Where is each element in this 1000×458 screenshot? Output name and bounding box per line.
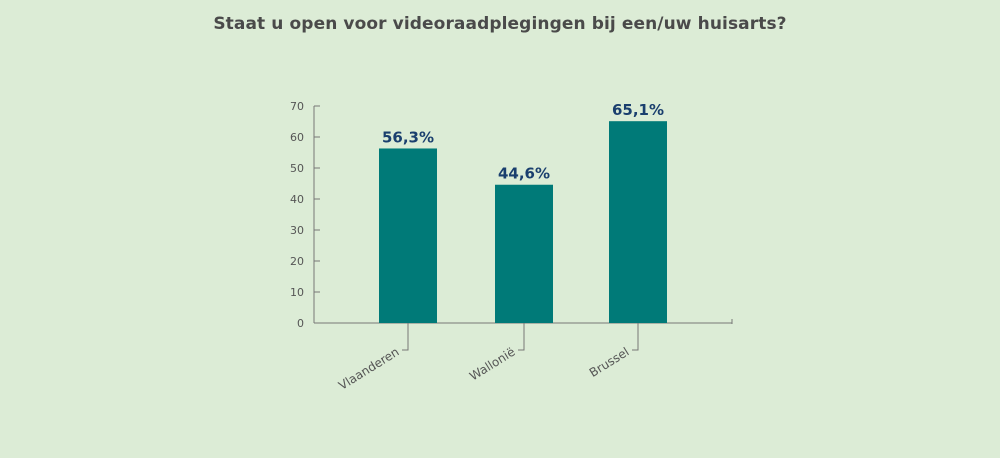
y-tick-label-10: 10	[290, 286, 304, 299]
y-tick-label-40: 40	[290, 193, 304, 206]
bars-group	[379, 121, 667, 323]
category-label-vlaanderen: Vlaanderen	[336, 345, 402, 393]
data-label-brussel: 65,1%	[612, 101, 664, 119]
data-label-walloni-: 44,6%	[498, 165, 550, 183]
category-label-brussel: Brussel	[587, 345, 632, 380]
category-label-walloni-: Wallonië	[467, 345, 517, 384]
y-tick-label-70: 70	[290, 100, 304, 113]
y-tick-label-20: 20	[290, 255, 304, 268]
category-tick-vlaanderen	[402, 323, 409, 351]
bar-vlaanderen	[379, 148, 437, 323]
bar-brussel	[609, 121, 667, 323]
bar-walloni-	[495, 184, 553, 323]
y-tick-label-0: 0	[297, 317, 304, 330]
y-tick-label-30: 30	[290, 224, 304, 237]
category-tick-brussel	[632, 323, 639, 351]
data-label-vlaanderen: 56,3%	[382, 128, 434, 146]
chart-title: Staat u open voor videoraadplegingen bij…	[213, 14, 787, 34]
y-tick-label-60: 60	[290, 131, 304, 144]
category-tick-walloni-	[518, 323, 525, 351]
y-tick-label-50: 50	[290, 162, 304, 175]
